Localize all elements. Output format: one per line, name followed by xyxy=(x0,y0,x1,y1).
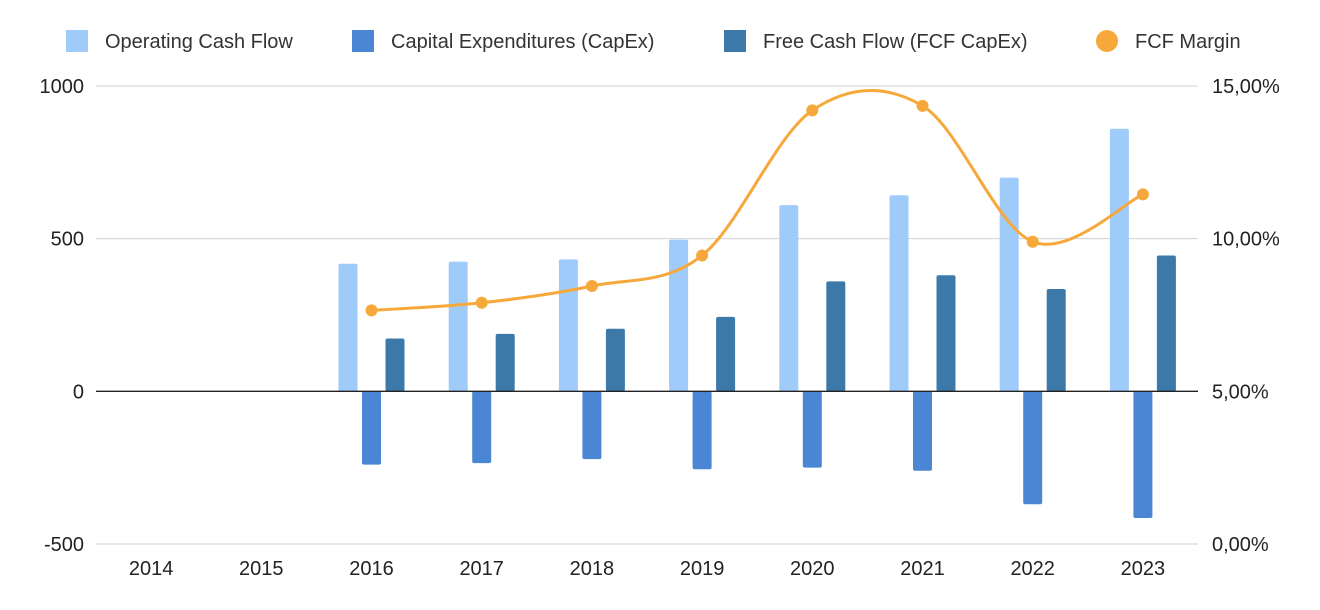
right-tick-label: 5,00% xyxy=(1212,381,1269,403)
right-tick-label: 15,00% xyxy=(1212,76,1280,98)
bar-free-cash-flow-fcf-capex-2020 xyxy=(826,281,846,392)
fcf-margin-point-2018 xyxy=(585,279,598,292)
fcf-margin-point-2023 xyxy=(1136,188,1149,201)
bar-operating-cash-flow-2019 xyxy=(669,239,689,392)
left-axis-ticks: 1000 500 0 -500 xyxy=(40,76,85,556)
bar-capital-expenditures-capex-2022 xyxy=(1023,391,1043,505)
x-tick-label: 2016 xyxy=(349,558,394,580)
fcf-margin-line xyxy=(371,89,1144,312)
left-tick-label: -500 xyxy=(44,534,84,556)
legend-label-free-cash-flow-fcf-capex: Free Cash Flow (FCF CapEx) xyxy=(763,31,1028,53)
bar-free-cash-flow-fcf-capex-2018 xyxy=(605,328,625,392)
x-tick-label: 2022 xyxy=(1010,558,1055,580)
legend: Operating Cash Flow Capital Expenditures … xyxy=(66,30,1241,53)
legend-swatch-fcf-margin xyxy=(1096,30,1118,52)
legend-swatch-operating-cash-flow xyxy=(66,30,88,52)
x-tick-label: 2018 xyxy=(570,558,615,580)
right-tick-label: 10,00% xyxy=(1212,229,1280,251)
bar-free-cash-flow-fcf-capex-2022 xyxy=(1046,289,1066,392)
bar-free-cash-flow-fcf-capex-2019 xyxy=(716,316,736,392)
legend-label-operating-cash-flow: Operating Cash Flow xyxy=(105,31,293,53)
bar-capital-expenditures-capex-2017 xyxy=(472,391,492,464)
x-tick-label: 2017 xyxy=(459,558,504,580)
bar-operating-cash-flow-2021 xyxy=(889,195,909,392)
fcf-margin-point-2017 xyxy=(475,296,488,309)
x-tick-label: 2014 xyxy=(129,558,174,580)
bar-operating-cash-flow-2017 xyxy=(448,261,468,392)
legend-label-fcf-margin: FCF Margin xyxy=(1135,31,1241,53)
x-tick-label: 2020 xyxy=(790,558,835,580)
legend-swatch-capital-expenditures-capex xyxy=(352,30,374,52)
bar-marks xyxy=(338,128,1176,519)
legend-label-capital-expenditures-capex: Capital Expenditures (CapEx) xyxy=(391,31,654,53)
fcf-margin-point-2016 xyxy=(365,304,378,317)
x-tick-label: 2019 xyxy=(680,558,725,580)
bar-free-cash-flow-fcf-capex-2021 xyxy=(936,275,956,392)
bar-operating-cash-flow-2023 xyxy=(1109,128,1129,392)
bar-operating-cash-flow-2022 xyxy=(999,177,1019,392)
bar-operating-cash-flow-2016 xyxy=(338,263,358,392)
x-axis-ticks: 2014 2015 2016 2017 2018 2019 2020 2021 2022 2023 xyxy=(129,558,1165,580)
x-tick-label: 2023 xyxy=(1121,558,1166,580)
left-tick-label: 1000 xyxy=(40,76,85,98)
x-tick-label: 2015 xyxy=(239,558,284,580)
bar-free-cash-flow-fcf-capex-2016 xyxy=(385,338,405,392)
line-series xyxy=(365,89,1149,317)
bar-capital-expenditures-capex-2018 xyxy=(582,391,602,460)
left-tick-label: 500 xyxy=(51,229,84,251)
bar-capital-expenditures-capex-2020 xyxy=(802,391,822,468)
right-axis-ticks: 15,00% 10,00% 5,00% 0,00% xyxy=(1212,76,1280,556)
right-tick-label: 0,00% xyxy=(1212,534,1269,556)
x-tick-label: 2021 xyxy=(900,558,945,580)
bar-capital-expenditures-capex-2019 xyxy=(692,391,712,470)
fcf-margin-point-2022 xyxy=(1026,235,1039,248)
bar-operating-cash-flow-2018 xyxy=(558,259,578,392)
fcf-margin-point-2019 xyxy=(696,249,709,262)
bar-free-cash-flow-fcf-capex-2023 xyxy=(1156,255,1176,392)
legend-swatch-free-cash-flow-fcf-capex xyxy=(724,30,746,52)
bar-capital-expenditures-capex-2016 xyxy=(362,391,381,465)
left-tick-label: 0 xyxy=(73,381,84,403)
bar-operating-cash-flow-2020 xyxy=(779,205,799,392)
fcf-margin-point-2021 xyxy=(916,99,929,112)
fcf-margin-point-2020 xyxy=(806,104,819,117)
bar-free-cash-flow-fcf-capex-2017 xyxy=(495,333,515,392)
bar-capital-expenditures-capex-2021 xyxy=(913,391,932,471)
bar-capital-expenditures-capex-2023 xyxy=(1133,391,1153,519)
